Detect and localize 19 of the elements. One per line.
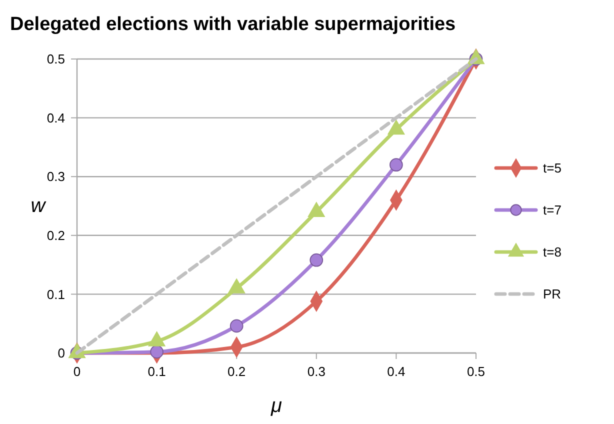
y-tick-label: 0.5 bbox=[46, 52, 65, 67]
legend-label: t=5 bbox=[543, 160, 562, 176]
legend-label: t=8 bbox=[543, 244, 562, 260]
legend-label: PR bbox=[543, 286, 562, 302]
x-tick-label: 0.3 bbox=[307, 364, 326, 379]
x-tick-label: 0.1 bbox=[148, 364, 166, 379]
y-tick-label: 0.1 bbox=[46, 286, 65, 302]
x-axis-title: μ bbox=[270, 395, 282, 417]
x-tick-label: 0 bbox=[73, 364, 81, 379]
x-tick-label: 0.4 bbox=[387, 364, 406, 379]
chart-title: Delegated elections with variable supermajorities bbox=[10, 14, 456, 35]
y-axis-title: w bbox=[30, 195, 47, 217]
y-tick-label: 0.2 bbox=[46, 228, 65, 243]
y-tick-label: 0.4 bbox=[46, 110, 65, 126]
y-tick-label: 0.3 bbox=[46, 169, 65, 184]
x-tick-label: 0.2 bbox=[228, 364, 246, 379]
legend-label: t=7 bbox=[543, 202, 562, 218]
y-tick-label: 0 bbox=[58, 346, 65, 361]
x-tick-label: 0.5 bbox=[466, 364, 486, 379]
